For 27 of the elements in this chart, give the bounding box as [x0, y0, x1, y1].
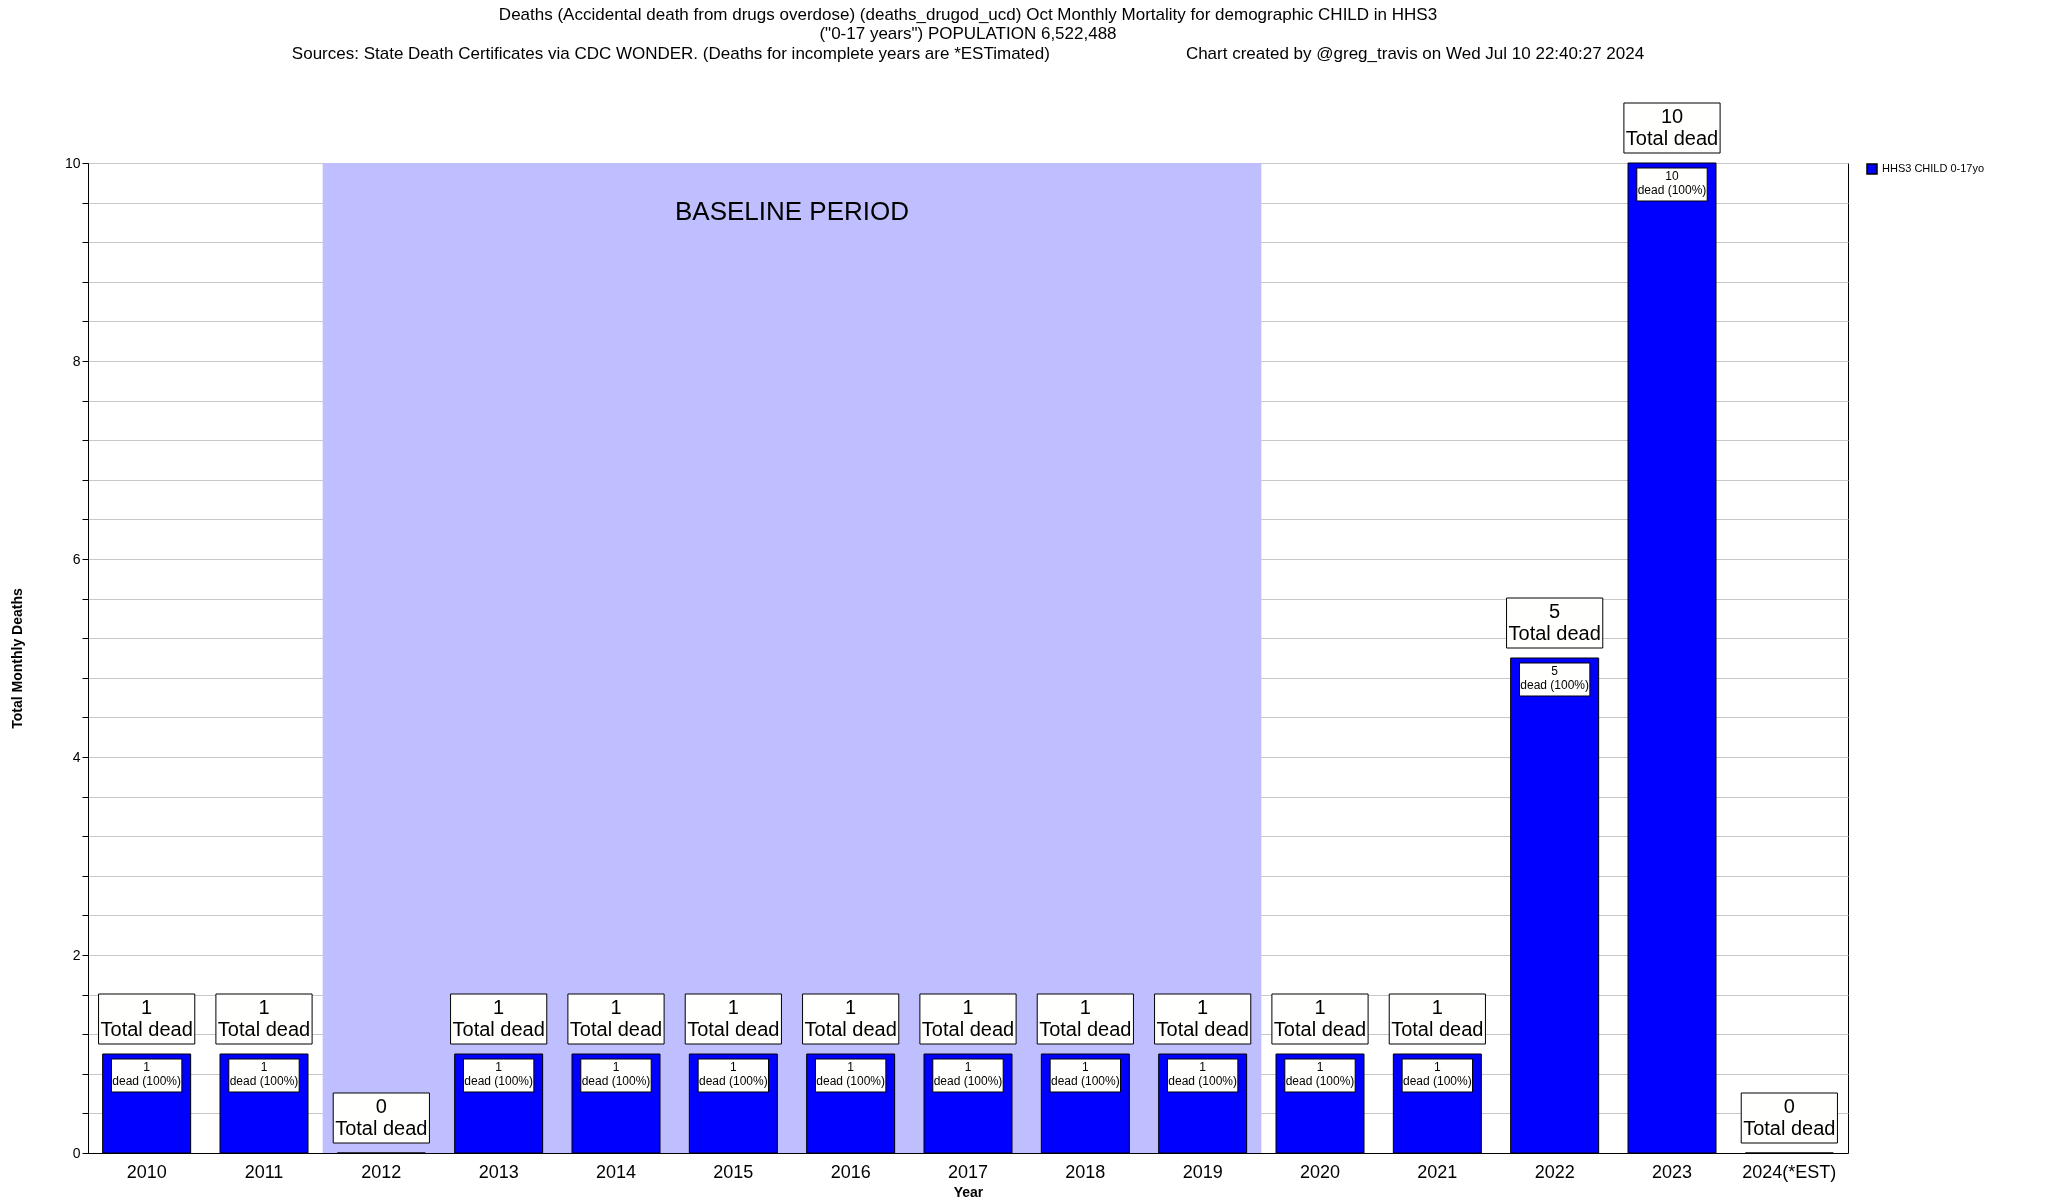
x-tick-label: 2011 — [244, 1161, 284, 1182]
x-tick-label: 2010 — [126, 1161, 167, 1182]
x-tick-label: 2012 — [361, 1161, 402, 1182]
x-tick-label: 2016 — [830, 1161, 871, 1182]
x-tick-label: 2017 — [947, 1161, 989, 1182]
chart-title: Deaths (Accidental death from drugs overdose) (deaths_drugod_ucd) Oct Monthly Mortality for demographic CHILD in HHS3 ("0-17 years") POPULATION 6,522,488 — [498, 4, 1438, 43]
x-tick-label: 2014 — [595, 1161, 637, 1182]
band-label: BASELINE PERIOD — [674, 196, 910, 226]
x-tick-label: 2015 — [713, 1161, 754, 1182]
x-tick-label: 2021 — [1417, 1161, 1458, 1182]
x-tick-label: 2013 — [478, 1161, 519, 1182]
y-tick-label: 4 — [72, 748, 81, 765]
y-tick-label: 0 — [72, 1144, 81, 1161]
y-tick-label: 10 — [64, 154, 81, 171]
y-tick-label: 6 — [72, 550, 81, 567]
y-tick-label: 2 — [72, 946, 81, 963]
y-axis-title: Total Monthly Deaths — [8, 588, 25, 729]
x-tick-label: 2020 — [1299, 1161, 1341, 1182]
x-tick-label: 2018 — [1065, 1161, 1106, 1182]
x-tick-label: 2022 — [1534, 1161, 1575, 1182]
x-tick-label: 2023 — [1651, 1161, 1693, 1182]
x-tick-label: 2019 — [1182, 1161, 1223, 1182]
y-tick-label: 8 — [72, 352, 81, 369]
x-axis-title: Year — [953, 1183, 984, 1200]
text: Sources: State Death Certificates via CDC WONDER. (Deaths for incomplete years are *ESTimated) Chart created by @greg_travis on Wed Jul 10 22:40:27 2024 — [291, 43, 1645, 63]
legend-label: HHS3 CHILD 0-17yo — [1882, 162, 1985, 174]
x-tick-label: 2024(*EST) — [1742, 1161, 1837, 1182]
